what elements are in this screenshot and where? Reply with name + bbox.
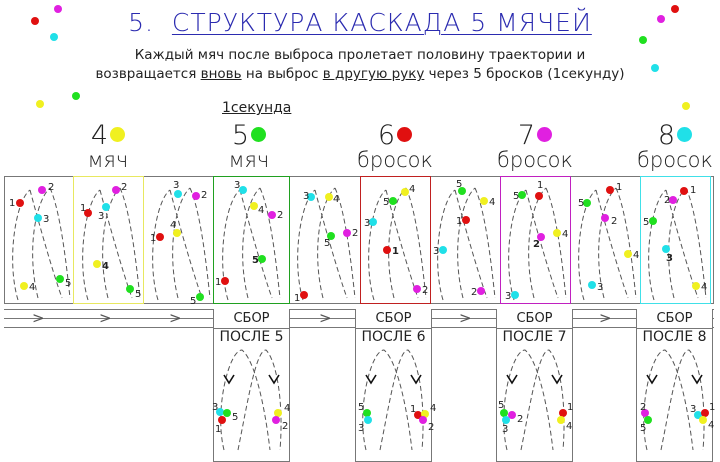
decor-dot-red-r: [671, 5, 679, 13]
svg-text:4: 4: [409, 184, 415, 195]
svg-text:3: 3: [98, 211, 104, 222]
step-header-7: 7 бросок: [497, 120, 573, 172]
svg-text:4: 4: [258, 205, 264, 216]
svg-text:3: 3: [364, 218, 370, 229]
svg-text:5: 5: [643, 217, 649, 228]
svg-text:5: 5: [65, 278, 71, 289]
svg-text:4: 4: [701, 282, 707, 293]
step-header-8: 8 бросок: [637, 120, 713, 172]
svg-text:4: 4: [170, 220, 176, 231]
step-header-6: 6 бросок: [357, 120, 433, 172]
flow-arrow-icon: >: [599, 309, 612, 327]
ball-green-icon: [251, 127, 267, 142]
flow-arrow-icon: >: [319, 309, 332, 327]
ball-yellow-icon: [110, 127, 126, 142]
svg-text:1: 1: [80, 203, 86, 214]
flow-arrow-icon: >: [32, 309, 45, 327]
svg-text:5: 5: [513, 191, 519, 202]
svg-text:4: 4: [562, 229, 568, 240]
svg-text:1: 1: [150, 233, 156, 244]
one-second-label: 1секунда: [222, 100, 292, 116]
svg-text:3: 3: [666, 253, 673, 264]
flow-arrow-icon: >: [169, 309, 182, 327]
svg-text:4: 4: [102, 261, 109, 272]
svg-text:4: 4: [29, 282, 35, 293]
svg-text:5: 5: [456, 179, 462, 190]
svg-text:5: 5: [190, 296, 196, 307]
svg-text:4: 4: [333, 194, 339, 205]
svg-text:3: 3: [43, 214, 49, 225]
decor-dot-red: [31, 17, 39, 25]
svg-text:1: 1: [392, 246, 399, 257]
flow-arrow-icon: >: [99, 309, 112, 327]
svg-text:2: 2: [611, 216, 617, 227]
svg-text:5: 5: [383, 197, 389, 208]
ball-cyan-icon: [677, 127, 693, 142]
svg-text:4: 4: [633, 250, 639, 261]
svg-text:2: 2: [352, 228, 358, 239]
svg-text:3: 3: [597, 282, 603, 293]
svg-text:3: 3: [303, 191, 309, 202]
svg-text:5: 5: [578, 198, 584, 209]
svg-text:2: 2: [277, 210, 283, 221]
description-line-1: Каждый мяч после выброса пролетает полов…: [134, 47, 586, 63]
svg-text:2: 2: [533, 239, 540, 250]
decor-dot-magenta-r: [657, 15, 665, 23]
svg-text:1: 1: [690, 185, 696, 196]
svg-text:2: 2: [422, 285, 428, 296]
frame-highlight-5: [213, 176, 290, 304]
step-header-4: 4 мяч: [87, 120, 129, 172]
collect-after-8: СБОР ПОСЛЕ 8: [636, 309, 713, 462]
decor-dot-magenta: [54, 5, 62, 13]
svg-text:2: 2: [664, 195, 670, 206]
collect-after-5: СБОР ПОСЛЕ 5: [213, 309, 290, 462]
frame-highlight-4: [73, 176, 144, 304]
page-title: 5. СТРУКТУРА КАСКАДА 5 МЯЧЕЙ: [0, 8, 720, 37]
svg-text:2: 2: [48, 182, 54, 193]
decor-dot-cyan: [50, 33, 58, 41]
svg-text:2: 2: [121, 182, 127, 193]
svg-text:3: 3: [173, 180, 179, 191]
svg-text:3: 3: [505, 291, 511, 302]
svg-text:5: 5: [324, 238, 330, 249]
svg-text:2: 2: [201, 190, 207, 201]
svg-text:1: 1: [294, 293, 300, 304]
title-number: 5.: [128, 8, 155, 37]
svg-text:3: 3: [234, 180, 240, 191]
description-line-2: возвращается вновь на выброс в другую ру…: [95, 66, 625, 82]
ball-red-icon: [397, 127, 413, 142]
frames-strip: [4, 176, 714, 304]
collect-after-6: СБОР ПОСЛЕ 6: [355, 309, 432, 462]
frame-highlight-6: [360, 176, 431, 304]
decor-dot-green-r: [639, 36, 647, 44]
svg-text:1: 1: [215, 277, 221, 288]
decor-dot-cyan-r: [651, 64, 659, 72]
decor-dot-green: [72, 92, 80, 100]
svg-text:5: 5: [252, 255, 259, 266]
frame-highlight-8: [640, 176, 711, 304]
flow-arrow-icon: >: [459, 309, 472, 327]
ball-magenta-icon: [537, 127, 553, 142]
svg-text:2: 2: [471, 287, 477, 298]
decor-dot-yellow-r: [682, 102, 690, 110]
svg-text:1: 1: [9, 198, 15, 209]
title-text: СТРУКТУРА КАСКАДА 5 МЯЧЕЙ: [171, 8, 592, 37]
svg-text:3: 3: [433, 246, 439, 257]
svg-text:1: 1: [456, 216, 462, 227]
svg-text:1: 1: [616, 182, 622, 193]
decor-dot-yellow: [36, 100, 44, 108]
collect-after-7: СБОР ПОСЛЕ 7: [496, 309, 573, 462]
svg-text:4: 4: [489, 197, 495, 208]
step-header-5: 5 мяч: [228, 120, 270, 172]
svg-text:1: 1: [537, 180, 543, 191]
frame-highlight-7: [500, 176, 571, 304]
svg-text:5: 5: [135, 289, 141, 300]
